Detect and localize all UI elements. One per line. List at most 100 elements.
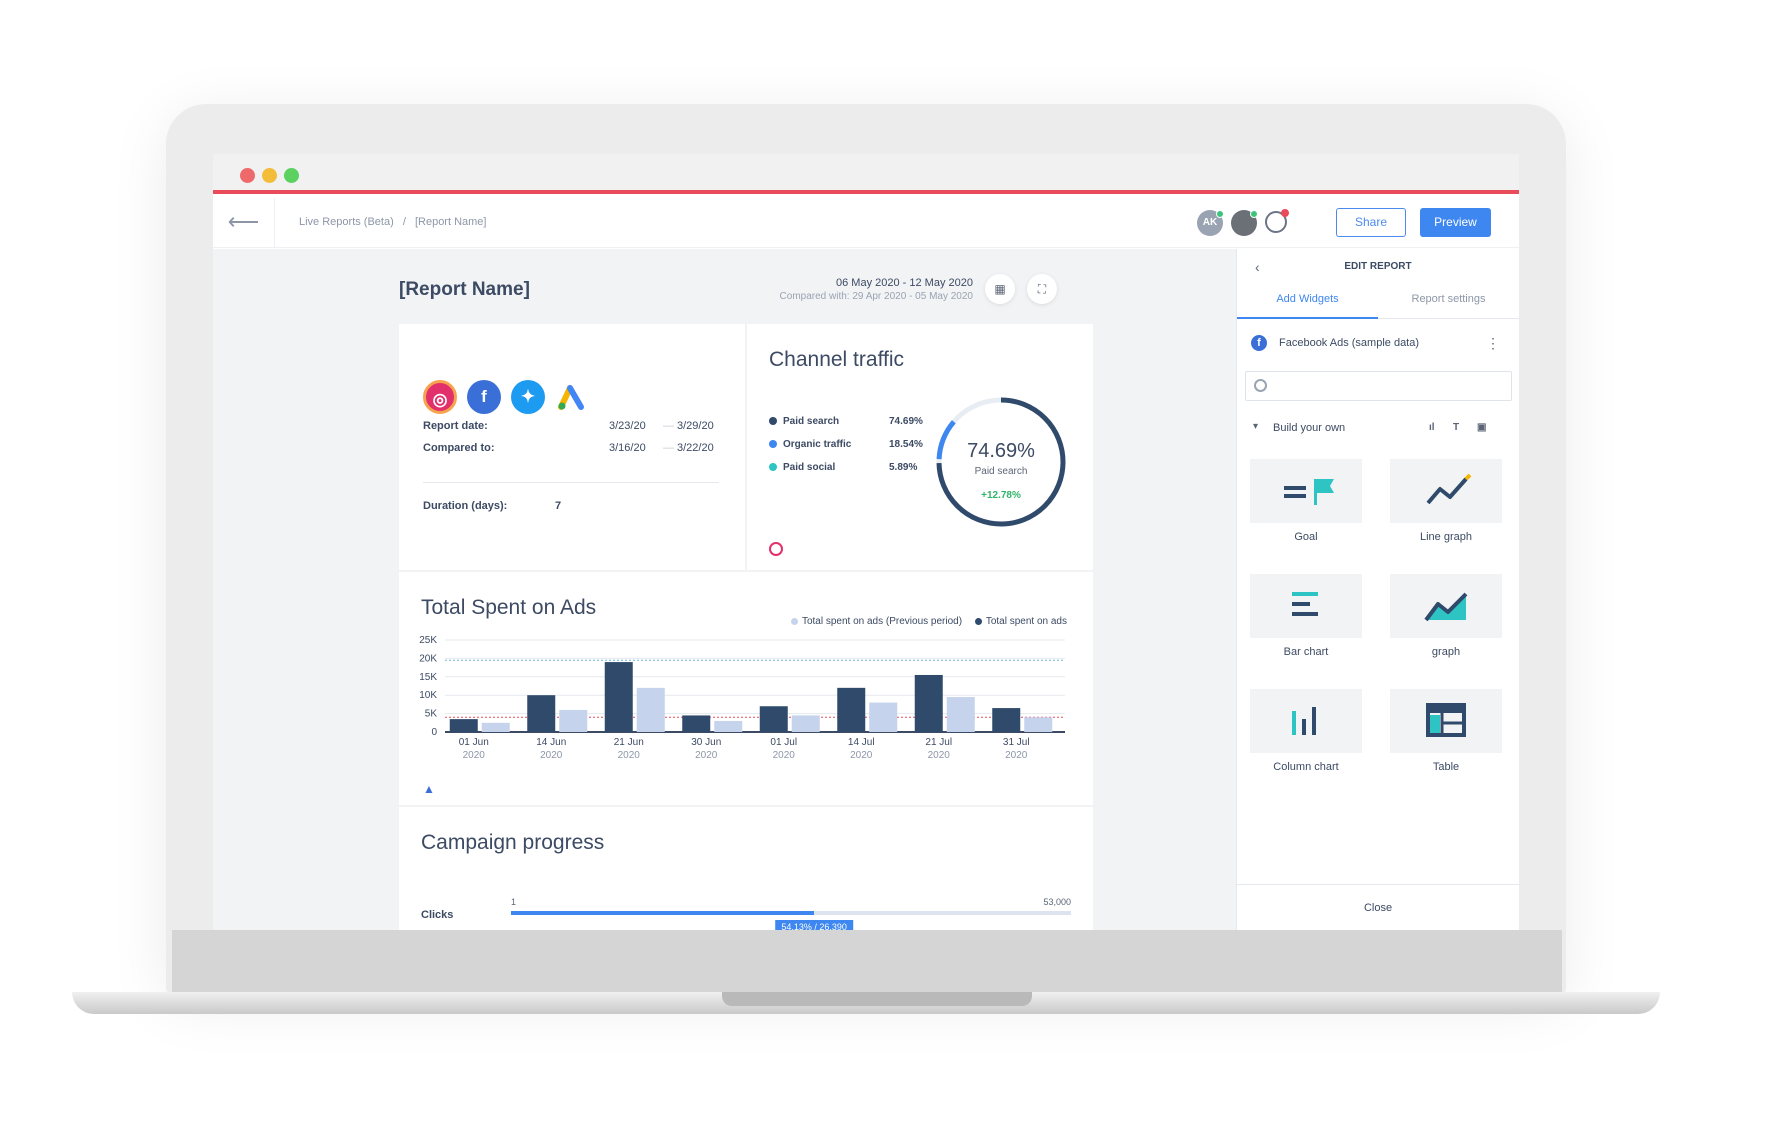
data-source-name: Facebook Ads (sample data) bbox=[1279, 337, 1420, 349]
table-icon bbox=[1426, 703, 1466, 737]
total-spent-card[interactable]: Total Spent on Ads Total spent on ads (P… bbox=[399, 572, 1093, 805]
legend-bullet bbox=[769, 440, 777, 449]
widget-goal[interactable]: Goal bbox=[1250, 459, 1362, 547]
build-your-own-section[interactable]: ▾ Build your own ıl T ▣ bbox=[1251, 421, 1506, 439]
text-tool-icon[interactable]: T bbox=[1453, 422, 1460, 433]
x-tick-year: 2020 bbox=[773, 750, 796, 761]
tab-add-widgets[interactable]: Add Widgets bbox=[1276, 293, 1339, 305]
report-date-from: 3/23/20 bbox=[609, 420, 646, 432]
legend-current-label: Total spent on ads bbox=[985, 616, 1067, 627]
tab-underline bbox=[1237, 317, 1378, 319]
instagram-icon bbox=[769, 542, 783, 556]
bar-chart: 0 5K 10K 15K 20K 25K 01 Jun 2020 14 Jun 2020 21 Ju… bbox=[419, 635, 1065, 761]
google-ads-icon: ▲ bbox=[423, 782, 435, 796]
comments-icon[interactable] bbox=[1265, 209, 1289, 233]
area-graph-icon bbox=[1424, 592, 1468, 622]
x-tick-label: 14 Jun bbox=[536, 737, 566, 748]
date-range[interactable]: 06 May 2020 - 12 May 2020 bbox=[836, 277, 973, 289]
y-tick-label: 10K bbox=[419, 690, 437, 701]
legend-value: 18.54% bbox=[889, 439, 923, 450]
y-tick-label: 0 bbox=[431, 727, 437, 738]
legend-item-organic-traffic: Organic traffic 18.54% bbox=[769, 439, 929, 450]
chart-legend: Total spent on ads (Previous period) Tot… bbox=[781, 616, 1067, 627]
window-maximize-button[interactable] bbox=[284, 168, 299, 183]
back-arrow-icon[interactable]: ⟵ bbox=[213, 198, 275, 248]
top-bar: ⟵ Live Reports (Beta) / [Report Name] AK… bbox=[213, 198, 1519, 248]
widget-graph[interactable]: graph bbox=[1390, 574, 1502, 662]
bar bbox=[604, 662, 633, 732]
user-photo-avatar[interactable] bbox=[1231, 210, 1258, 236]
widget-label: graph bbox=[1431, 646, 1461, 658]
widget-line-graph[interactable]: Line graph bbox=[1390, 459, 1502, 547]
date-dash: — bbox=[663, 420, 674, 432]
progress-max: 53,000 bbox=[1043, 897, 1071, 907]
goal-icon bbox=[1284, 479, 1334, 505]
share-button[interactable]: Share bbox=[1336, 208, 1406, 237]
report-info-card[interactable]: ◎ f ✦ Report date: 3/23/20 — 3/29/20 Com… bbox=[399, 324, 745, 570]
widget-search bbox=[1245, 371, 1512, 401]
progress-track bbox=[511, 911, 1071, 915]
donut-arc-paid-search bbox=[936, 397, 1066, 527]
progress-fill bbox=[511, 911, 815, 915]
calendar-icon[interactable]: ▦ bbox=[985, 274, 1015, 304]
donut-value: 74.69% bbox=[967, 440, 1035, 462]
bar bbox=[914, 674, 943, 732]
y-tick-label: 20K bbox=[419, 653, 437, 664]
data-source-row[interactable]: f Facebook Ads (sample data) ⋮ bbox=[1251, 335, 1506, 355]
x-tick-label: 30 Jun bbox=[691, 737, 721, 748]
window-close-button[interactable] bbox=[240, 168, 255, 183]
progress-badge: 54.13% / 26,390 bbox=[775, 920, 853, 930]
chevron-down-icon[interactable]: ▾ bbox=[1253, 421, 1259, 432]
breadcrumb-separator: / bbox=[402, 216, 406, 228]
column-chart-icon bbox=[1292, 707, 1316, 735]
x-tick-year: 2020 bbox=[463, 750, 486, 761]
bar bbox=[682, 715, 711, 732]
date-compare: Compared with: 29 Apr 2020 - 05 May 2020 bbox=[779, 291, 973, 302]
fit-screen-icon[interactable]: ⛶ bbox=[1027, 274, 1057, 304]
bar bbox=[869, 702, 898, 732]
chart-tool-icon[interactable]: ıl bbox=[1429, 422, 1435, 433]
y-tick-label: 25K bbox=[419, 635, 437, 646]
window-minimize-button[interactable] bbox=[262, 168, 277, 183]
tab-report-settings[interactable]: Report settings bbox=[1411, 293, 1486, 305]
bar bbox=[714, 720, 743, 732]
legend-previous: Total spent on ads (Previous period) bbox=[790, 616, 962, 627]
x-tick-label: 14 Jul bbox=[848, 737, 875, 748]
panel-header: ‹ EDIT REPORT bbox=[1237, 249, 1519, 277]
page-title[interactable]: [Report Name] bbox=[399, 279, 530, 300]
bar bbox=[946, 697, 975, 732]
report-canvas: [Report Name] 06 May 2020 - 12 May 2020 … bbox=[213, 249, 1236, 930]
online-indicator bbox=[1250, 210, 1258, 218]
widget-bar-chart[interactable]: Bar chart bbox=[1250, 574, 1362, 662]
breadcrumb-parent[interactable]: Live Reports (Beta) bbox=[299, 216, 394, 228]
widget-label: Bar chart bbox=[1283, 646, 1329, 658]
facebook-icon: f bbox=[467, 380, 501, 414]
bar bbox=[992, 708, 1021, 732]
widget-tile bbox=[1390, 689, 1502, 753]
laptop-chin bbox=[172, 930, 1562, 992]
widget-label: Table bbox=[1432, 761, 1460, 773]
channel-traffic-card[interactable]: Channel traffic Paid search 74.69% Organi… bbox=[747, 324, 1093, 570]
bar bbox=[1024, 717, 1053, 732]
x-tick-label: 31 Jul bbox=[1003, 737, 1030, 748]
instagram-icon: ◎ bbox=[423, 380, 457, 414]
x-tick-year: 2020 bbox=[850, 750, 873, 761]
image-tool-icon[interactable]: ▣ bbox=[1477, 422, 1487, 433]
divider bbox=[423, 482, 719, 483]
preview-button[interactable]: Preview bbox=[1420, 208, 1491, 237]
widget-table[interactable]: Table bbox=[1390, 689, 1502, 777]
avatar[interactable]: AK bbox=[1197, 210, 1224, 236]
duration-value: 7 bbox=[555, 500, 562, 512]
duration-label: Duration (days): bbox=[423, 500, 508, 512]
facebook-icon: f bbox=[1251, 335, 1267, 351]
close-button[interactable]: Close bbox=[1237, 884, 1519, 930]
search-input[interactable] bbox=[1274, 376, 1504, 396]
x-tick-year: 2020 bbox=[1005, 750, 1028, 761]
campaign-progress-card[interactable]: Campaign progress Clicks 1 53,000 54.13%… bbox=[399, 807, 1093, 930]
chevron-left-icon[interactable]: ‹ bbox=[1255, 259, 1260, 275]
x-tick-year: 2020 bbox=[695, 750, 718, 761]
legend-value: 74.69% bbox=[889, 416, 923, 427]
more-vertical-icon[interactable]: ⋮ bbox=[1486, 335, 1500, 351]
bar-chart-icon bbox=[1292, 592, 1318, 616]
widget-column-chart[interactable]: Column chart bbox=[1250, 689, 1362, 777]
